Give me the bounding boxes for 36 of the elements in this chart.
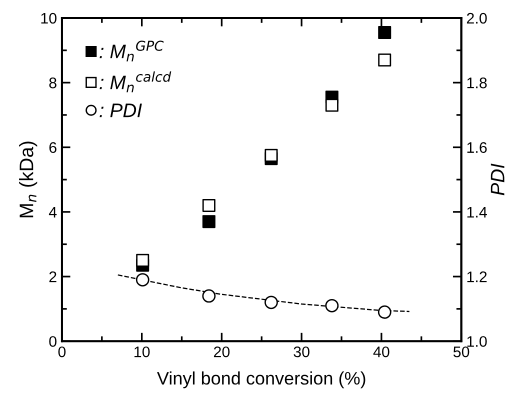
point: [325, 298, 339, 312]
y-tick-label: 4: [48, 206, 57, 218]
legend-label: : PDI: [100, 104, 142, 118]
legend-label: : M$_{n}$$^{GPC}$: [100, 40, 164, 62]
point: [325, 98, 338, 112]
point: [202, 289, 216, 303]
y-axis-title: M$_{n}$ (kDa): [19, 142, 38, 218]
y-tick-label: 8: [49, 78, 56, 88]
point: [264, 296, 278, 310]
x-tick-label: 30: [294, 346, 310, 358]
point: [136, 273, 150, 286]
y-tick-label: 2: [49, 271, 56, 282]
y2-tick-label: 1.4: [467, 206, 487, 218]
x-tick-label: 50: [453, 346, 470, 358]
y-tick-label: 10: [41, 12, 56, 24]
x-tick-label: 0: [58, 346, 66, 358]
y2-tick-label: 1.2: [467, 271, 487, 282]
x-axis-title: Vinyl bond conversion (%): [157, 371, 366, 388]
y-tick-label: 0: [49, 336, 56, 347]
x-tick-label: 10: [134, 346, 150, 358]
point: [136, 254, 150, 267]
point: [378, 305, 392, 319]
y2-tick-label: 1.8: [467, 78, 487, 88]
legend-label: : M$_{n}$$^{calcd}$: [100, 71, 172, 92]
x-tick-label: 40: [373, 346, 390, 358]
y2-tick-label: 2.0: [466, 12, 487, 24]
point: [378, 26, 392, 40]
point: [378, 54, 392, 67]
y-tick-label: 6: [49, 142, 56, 153]
y2-tick-label: 1.6: [467, 142, 487, 153]
x-tick-label: 20: [214, 346, 230, 358]
y2-axis-title: PDI: [490, 164, 504, 196]
point: [202, 198, 216, 212]
y2-tick-label: 1.0: [467, 336, 487, 347]
point: [264, 148, 278, 162]
point: [202, 215, 216, 228]
